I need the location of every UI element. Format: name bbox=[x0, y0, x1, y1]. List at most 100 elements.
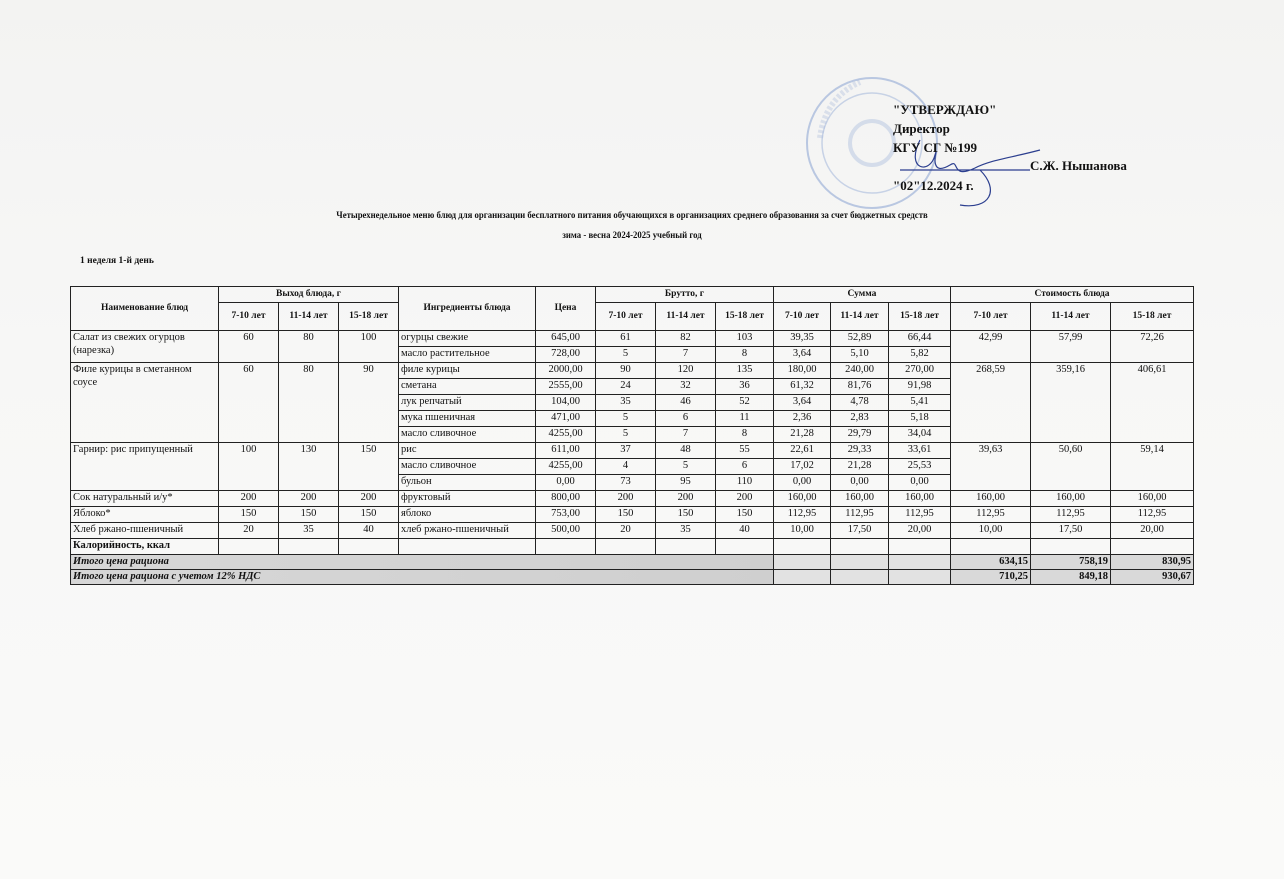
ingredient-name: масло сливочное bbox=[398, 458, 536, 475]
ingredient-brutto: 150 bbox=[715, 506, 774, 523]
total-value: 849,18 bbox=[1030, 569, 1111, 585]
ingredient-price: 0,00 bbox=[535, 474, 596, 491]
header-age-3: 15-18 лет bbox=[888, 302, 951, 331]
ingredient-name: масло растительное bbox=[398, 346, 536, 363]
document-title: Четырехнедельное меню блюд для организац… bbox=[336, 211, 928, 221]
ingredient-brutto: 4 bbox=[595, 458, 656, 475]
ingredient-sum: 160,00 bbox=[830, 490, 889, 507]
total-label: Итого цена рациона bbox=[70, 554, 774, 570]
dish-yield: 80 bbox=[278, 330, 339, 363]
table-row: Сок натуральный и/у* 200 200 200 фруктовый 80… bbox=[70, 490, 1194, 507]
ingredient-sum: 2,36 bbox=[773, 410, 831, 427]
header-age-1: 7-10 лет bbox=[595, 302, 656, 331]
ingredient-brutto: 5 bbox=[595, 426, 656, 443]
ingredient-price: 728,00 bbox=[535, 346, 596, 363]
empty-cell bbox=[888, 554, 951, 570]
ingredient-brutto: 150 bbox=[595, 506, 656, 523]
dish-cost: 406,61 bbox=[1110, 362, 1194, 443]
table-row: Хлеб ржано-пшеничный 20 35 40 хлеб ржано-пше… bbox=[70, 522, 1194, 539]
ingredient-price: 471,00 bbox=[535, 410, 596, 427]
empty-cell bbox=[338, 538, 399, 555]
empty-cell bbox=[715, 538, 774, 555]
empty-cell bbox=[1030, 538, 1111, 555]
ingredient-price: 645,00 bbox=[535, 330, 596, 347]
ingredient-price: 753,00 bbox=[535, 506, 596, 523]
dish-yield: 40 bbox=[338, 522, 399, 539]
ingredient-sum: 112,95 bbox=[830, 506, 889, 523]
dish-yield: 90 bbox=[338, 362, 399, 443]
empty-cell bbox=[888, 569, 951, 585]
header-brutto: Брутто, г bbox=[595, 286, 774, 303]
ingredient-sum: 34,04 bbox=[888, 426, 951, 443]
ingredient-sum: 4,78 bbox=[830, 394, 889, 411]
ingredient-sum: 22,61 bbox=[773, 442, 831, 459]
dish-name: Сок натуральный и/у* bbox=[70, 490, 219, 507]
ingredient-brutto: 82 bbox=[655, 330, 716, 347]
ingredient-sum: 112,95 bbox=[888, 506, 951, 523]
ingredient-brutto: 120 bbox=[655, 362, 716, 379]
ingredient-brutto: 55 bbox=[715, 442, 774, 459]
approval-date: "02"12.2024 г. bbox=[893, 178, 974, 193]
dish-yield: 20 bbox=[218, 522, 279, 539]
dish-cost: 39,63 bbox=[950, 442, 1031, 491]
total-row: Итого цена рациона с учетом 12% НДС 710,2… bbox=[70, 569, 1194, 585]
ingredient-price: 4255,00 bbox=[535, 458, 596, 475]
signer-name: С.Ж. Нышанова bbox=[1030, 158, 1127, 173]
ingredient-brutto: 7 bbox=[655, 426, 716, 443]
ingredient-sum: 52,89 bbox=[830, 330, 889, 347]
ingredient-brutto: 5 bbox=[655, 458, 716, 475]
total-value: 930,67 bbox=[1110, 569, 1194, 585]
header-age-1: 7-10 лет bbox=[950, 302, 1031, 331]
calories-row: Калорийность, ккал bbox=[70, 538, 1194, 555]
header-ingredients: Ингредиенты блюда bbox=[398, 286, 536, 331]
header-age-2: 11-14 лет bbox=[830, 302, 889, 331]
total-value: 710,25 bbox=[950, 569, 1031, 585]
table-row: масло растительное 728,00 5 7 8 3,64 5,10 5,82 bbox=[71, 346, 1194, 363]
table-row: Гарнир: рис припущенный 100 130 150 рис 611,0… bbox=[70, 442, 1194, 491]
dish-cost: 72,26 bbox=[1110, 330, 1194, 363]
dish-cost: 42,99 bbox=[950, 330, 1031, 363]
ingredient-brutto: 110 bbox=[715, 474, 774, 491]
dish-yield: 200 bbox=[218, 490, 279, 507]
week-day-label: 1 неделя 1-й день bbox=[80, 256, 154, 266]
dish-cost: 359,16 bbox=[1030, 362, 1111, 443]
ingredient-brutto: 61 bbox=[595, 330, 656, 347]
empty-cell bbox=[773, 569, 831, 585]
dish-cost: 112,95 bbox=[1110, 506, 1194, 523]
empty-cell bbox=[278, 538, 339, 555]
empty-cell bbox=[595, 538, 656, 555]
ingredient-brutto: 5 bbox=[595, 346, 656, 363]
organization: КГУ СГ №199 bbox=[893, 140, 977, 155]
ingredient-brutto: 35 bbox=[595, 394, 656, 411]
dish-cost: 112,95 bbox=[1030, 506, 1111, 523]
ingredient-sum: 160,00 bbox=[888, 490, 951, 507]
dish-cost: 57,99 bbox=[1030, 330, 1111, 363]
dish-name: Филе курицы в сметанном соусе bbox=[70, 362, 219, 443]
empty-cell bbox=[830, 538, 889, 555]
ingredient-sum: 5,18 bbox=[888, 410, 951, 427]
total-value: 830,95 bbox=[1110, 554, 1194, 570]
ingredient-brutto: 35 bbox=[655, 522, 716, 539]
ingredient-price: 4255,00 bbox=[535, 426, 596, 443]
table-row: лук репчатый 104,00 35 46 52 3,64 4,78 5,41 bbox=[71, 394, 1194, 411]
dish-cost: 59,14 bbox=[1110, 442, 1194, 491]
ingredient-price: 104,00 bbox=[535, 394, 596, 411]
ingredient-price: 500,00 bbox=[535, 522, 596, 539]
ingredient-sum: 2,83 bbox=[830, 410, 889, 427]
ingredient-brutto: 5 bbox=[595, 410, 656, 427]
empty-cell bbox=[773, 554, 831, 570]
ingredient-sum: 61,32 bbox=[773, 378, 831, 395]
ingredient-sum: 39,35 bbox=[773, 330, 831, 347]
calories-label: Калорийность, ккал bbox=[70, 538, 219, 555]
dish-cost: 20,00 bbox=[1110, 522, 1194, 539]
table-row: бульон 0,00 73 95 110 0,00 0,00 0,00 bbox=[71, 474, 1194, 491]
dish-cost: 112,95 bbox=[950, 506, 1031, 523]
ingredient-name: яблоко bbox=[398, 506, 536, 523]
approval-heading: "УТВЕРЖДАЮ" bbox=[893, 102, 997, 117]
ingredient-brutto: 24 bbox=[595, 378, 656, 395]
ingredient-sum: 240,00 bbox=[830, 362, 889, 379]
ingredient-name: огурцы свежие bbox=[398, 330, 536, 347]
ingredient-sum: 33,61 bbox=[888, 442, 951, 459]
ingredient-brutto: 7 bbox=[655, 346, 716, 363]
ingredient-sum: 17,50 bbox=[830, 522, 889, 539]
